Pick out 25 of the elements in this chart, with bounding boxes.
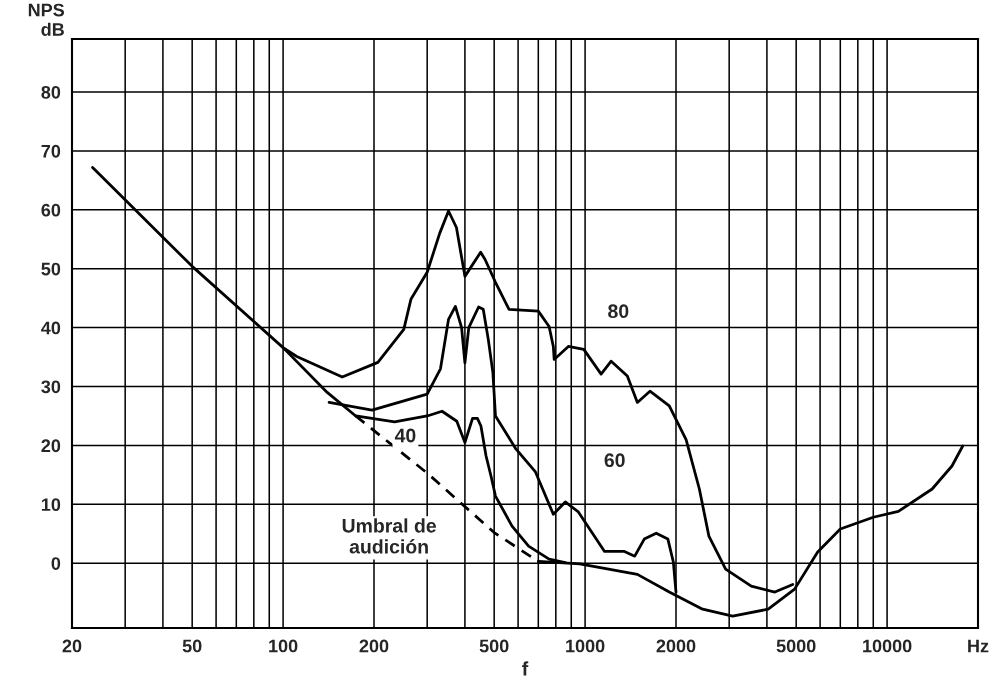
x-tick-label: Hz xyxy=(968,639,989,653)
x-tick-label: 100 xyxy=(269,639,298,653)
y-tick-label: 0 xyxy=(51,557,61,570)
y-tick-label: 30 xyxy=(41,380,61,394)
x-axis-title: f xyxy=(522,661,529,676)
y-axis-title: NPS dB xyxy=(28,3,65,36)
annotation: 80 xyxy=(608,304,629,319)
annotation: Umbral de audición xyxy=(342,518,436,554)
x-tick-label: 1000 xyxy=(566,639,605,653)
annotation: 60 xyxy=(604,453,625,468)
y-tick-label: 80 xyxy=(41,85,61,99)
x-tick-label: 500 xyxy=(479,639,509,653)
y-tick-label: 70 xyxy=(41,144,61,158)
x-tick-label: 20 xyxy=(62,639,82,653)
annotation: 40 xyxy=(394,428,416,443)
y-tick-label: 40 xyxy=(41,321,61,335)
x-tick-label: 50 xyxy=(182,639,202,653)
x-tick-label: 200 xyxy=(359,639,389,653)
y-tick-label: 60 xyxy=(41,203,61,217)
y-tick-label: 20 xyxy=(41,439,61,453)
x-tick-label: 10000 xyxy=(863,639,912,653)
y-tick-label: 50 xyxy=(41,262,61,276)
x-tick-label: 5000 xyxy=(776,639,816,653)
x-tick-label: 2000 xyxy=(656,639,696,653)
y-tick-label: 10 xyxy=(41,498,61,512)
